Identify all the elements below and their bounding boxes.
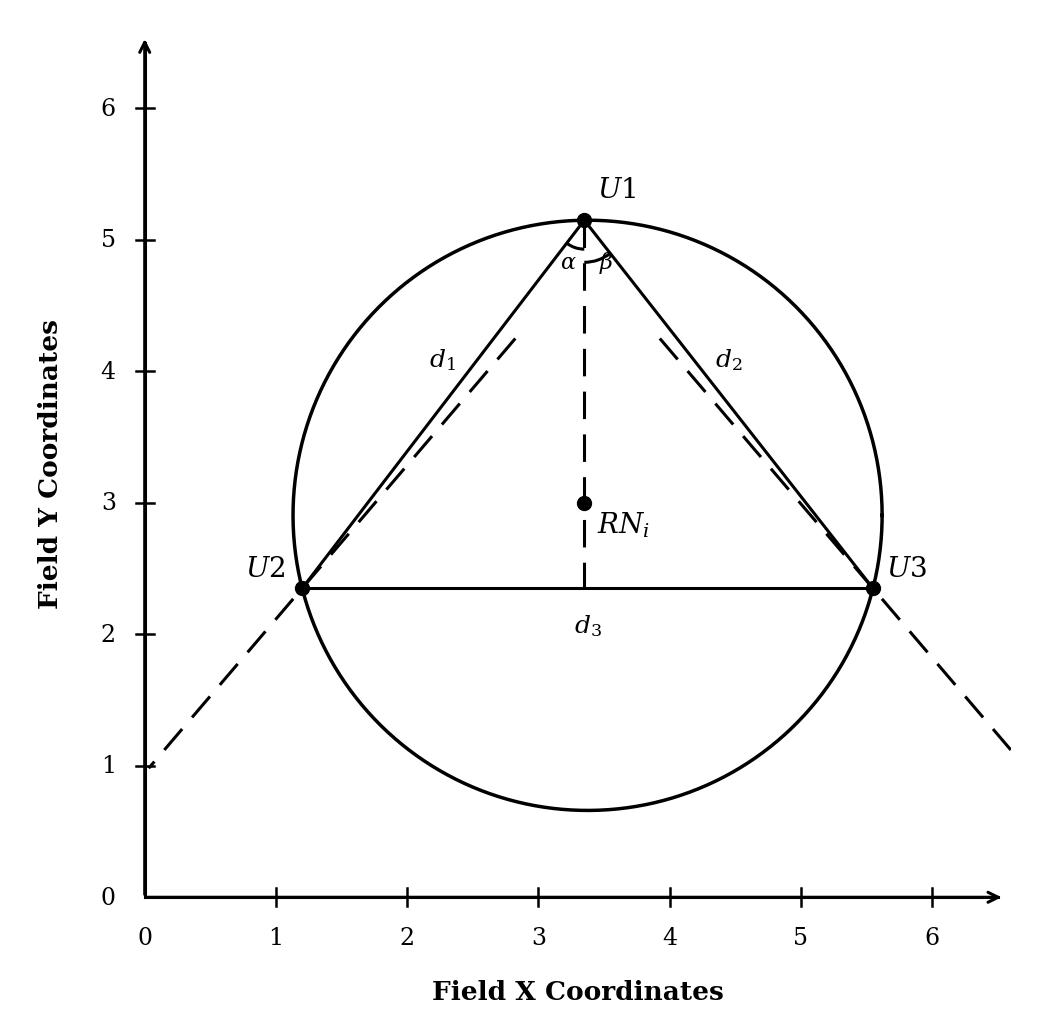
Text: 5: 5 xyxy=(101,229,116,252)
Text: 0: 0 xyxy=(101,886,116,909)
Text: $d_3$: $d_3$ xyxy=(574,612,601,638)
Text: 6: 6 xyxy=(924,926,940,950)
Text: 4: 4 xyxy=(662,926,677,950)
Text: 1: 1 xyxy=(269,926,283,950)
Text: 0: 0 xyxy=(138,926,152,950)
Text: Field Y Coordinates: Field Y Coordinates xyxy=(38,319,63,608)
Text: 3: 3 xyxy=(101,492,116,515)
Text: $U1$: $U1$ xyxy=(597,177,637,204)
Text: $RN_i$: $RN_i$ xyxy=(597,510,650,539)
Text: $d_1$: $d_1$ xyxy=(429,346,455,373)
Text: Field X Coordinates: Field X Coordinates xyxy=(431,979,723,1004)
Text: $d_2$: $d_2$ xyxy=(716,346,743,373)
Text: $U2$: $U2$ xyxy=(245,555,286,582)
Text: 5: 5 xyxy=(793,926,809,950)
Text: 4: 4 xyxy=(101,361,116,383)
Text: 2: 2 xyxy=(399,926,415,950)
Text: $\alpha$: $\alpha$ xyxy=(561,252,577,274)
Text: $\beta$: $\beta$ xyxy=(599,250,614,276)
Text: 3: 3 xyxy=(530,926,546,950)
Text: 2: 2 xyxy=(101,624,116,646)
Text: 1: 1 xyxy=(101,755,116,777)
Text: 6: 6 xyxy=(101,98,116,121)
Text: $U3$: $U3$ xyxy=(886,555,927,582)
